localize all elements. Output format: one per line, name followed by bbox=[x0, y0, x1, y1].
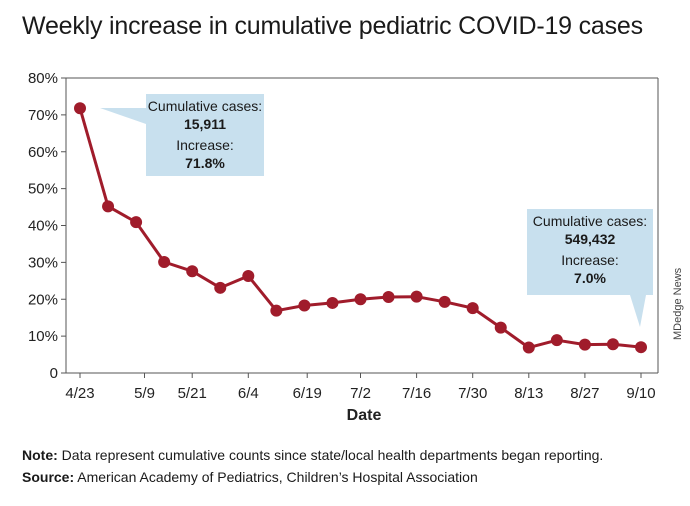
x-tick-label: 7/30 bbox=[458, 385, 487, 402]
x-tick-label: 5/21 bbox=[178, 385, 207, 402]
x-tick-label: 4/23 bbox=[65, 385, 94, 402]
data-points bbox=[74, 102, 647, 354]
y-tick-label: 80% bbox=[28, 70, 58, 87]
data-point bbox=[242, 270, 255, 283]
data-point bbox=[270, 304, 283, 317]
x-tick-label: 5/9 bbox=[134, 385, 155, 402]
data-point bbox=[522, 341, 535, 354]
data-point bbox=[326, 296, 339, 309]
data-point bbox=[186, 265, 199, 278]
y-tick-label: 50% bbox=[28, 181, 58, 198]
callout-pointer bbox=[100, 108, 146, 124]
y-tick-label: 70% bbox=[28, 107, 58, 124]
data-point bbox=[606, 338, 619, 351]
x-tick-label: 7/16 bbox=[402, 385, 431, 402]
x-tick-label: 8/27 bbox=[570, 385, 599, 402]
x-tick-label: 7/2 bbox=[350, 385, 371, 402]
footer-source: Source: American Academy of Pediatrics, … bbox=[22, 469, 478, 485]
callout-box bbox=[527, 209, 653, 295]
y-tick-label: 60% bbox=[28, 144, 58, 161]
credit-label: MDedge News bbox=[672, 267, 684, 340]
x-tick-label: 9/10 bbox=[626, 385, 655, 402]
data-point bbox=[578, 338, 591, 351]
data-point bbox=[410, 290, 423, 303]
note-label: Note: bbox=[22, 447, 58, 463]
callout-line: 15,911 bbox=[184, 116, 226, 132]
y-tick-label: 10% bbox=[28, 328, 58, 345]
data-point bbox=[158, 256, 171, 269]
data-point bbox=[438, 295, 451, 308]
x-tick-label: 6/4 bbox=[238, 385, 259, 402]
callout-line: Cumulative cases: bbox=[148, 98, 262, 114]
data-point bbox=[635, 341, 647, 354]
callout-boxes bbox=[100, 94, 653, 327]
callout-line: 549,432 bbox=[565, 231, 616, 247]
y-tick-label: 20% bbox=[28, 291, 58, 308]
data-point bbox=[382, 291, 395, 304]
x-axis-label: Date bbox=[347, 407, 382, 424]
data-point bbox=[102, 200, 115, 213]
data-point bbox=[466, 302, 479, 315]
callout-line: 71.8% bbox=[185, 155, 225, 171]
source-text: American Academy of Pediatrics, Children… bbox=[74, 469, 478, 485]
callout-box bbox=[146, 94, 264, 176]
x-tick-label: 8/13 bbox=[514, 385, 543, 402]
callout-pointer bbox=[630, 295, 646, 327]
data-point bbox=[74, 102, 86, 115]
note-text: Data represent cumulative counts since s… bbox=[57, 447, 604, 463]
y-tick-label: 30% bbox=[28, 254, 58, 271]
x-tick-label: 6/19 bbox=[293, 385, 322, 402]
data-point bbox=[130, 216, 143, 229]
data-point bbox=[298, 299, 311, 312]
footer-note: Note: Data represent cumulative counts s… bbox=[22, 447, 603, 463]
callout-line: 7.0% bbox=[574, 270, 606, 286]
y-tick-label: 40% bbox=[28, 218, 58, 235]
source-label: Source: bbox=[22, 469, 75, 485]
data-point bbox=[354, 293, 367, 306]
chart-axes: 0 10% 20% 30% 40% 50% 60% 70% 80% 4/23 5/9 5/21 6/4 6… bbox=[28, 70, 659, 402]
y-tick-label: 0 bbox=[50, 365, 58, 382]
callout-line: Increase: bbox=[176, 137, 234, 153]
callout-texts: Cumulative cases: 15,911 Increase: 71.8% Cum… bbox=[148, 98, 647, 286]
data-point bbox=[550, 334, 563, 347]
data-point bbox=[214, 281, 227, 294]
callout-line: Cumulative cases: bbox=[533, 213, 647, 229]
callout-line: Increase: bbox=[561, 252, 619, 268]
chart-title: Weekly increase in cumulative pediatric … bbox=[22, 12, 643, 40]
data-point bbox=[494, 321, 507, 334]
